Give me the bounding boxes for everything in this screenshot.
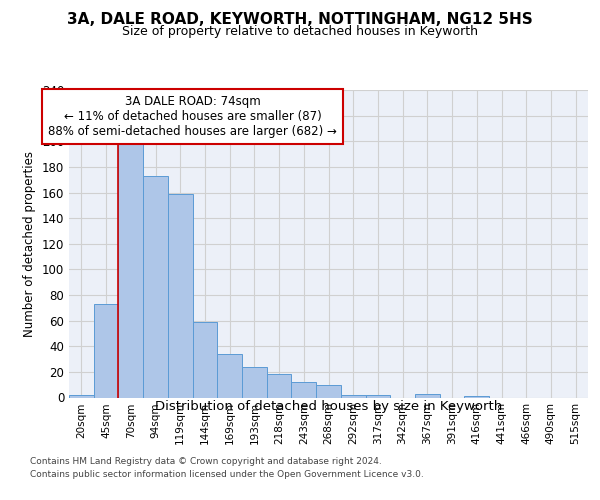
- Text: Distribution of detached houses by size in Keyworth: Distribution of detached houses by size …: [155, 400, 502, 413]
- Y-axis label: Number of detached properties: Number of detached properties: [23, 151, 36, 337]
- Bar: [267, 374, 292, 398]
- Bar: [118, 141, 143, 398]
- Bar: [341, 395, 365, 398]
- Bar: [316, 384, 341, 398]
- Text: Size of property relative to detached houses in Keyworth: Size of property relative to detached ho…: [122, 25, 478, 38]
- Bar: [217, 354, 242, 398]
- Bar: [143, 176, 168, 398]
- Bar: [193, 322, 217, 398]
- Bar: [94, 304, 118, 398]
- Bar: [464, 396, 489, 398]
- Text: 3A DALE ROAD: 74sqm
← 11% of detached houses are smaller (87)
88% of semi-detach: 3A DALE ROAD: 74sqm ← 11% of detached ho…: [48, 95, 337, 138]
- Bar: [242, 367, 267, 398]
- Text: Contains HM Land Registry data © Crown copyright and database right 2024.: Contains HM Land Registry data © Crown c…: [30, 458, 382, 466]
- Bar: [69, 395, 94, 398]
- Text: Contains public sector information licensed under the Open Government Licence v3: Contains public sector information licen…: [30, 470, 424, 479]
- Bar: [292, 382, 316, 398]
- Bar: [168, 194, 193, 398]
- Text: 3A, DALE ROAD, KEYWORTH, NOTTINGHAM, NG12 5HS: 3A, DALE ROAD, KEYWORTH, NOTTINGHAM, NG1…: [67, 12, 533, 28]
- Bar: [365, 395, 390, 398]
- Bar: [415, 394, 440, 398]
